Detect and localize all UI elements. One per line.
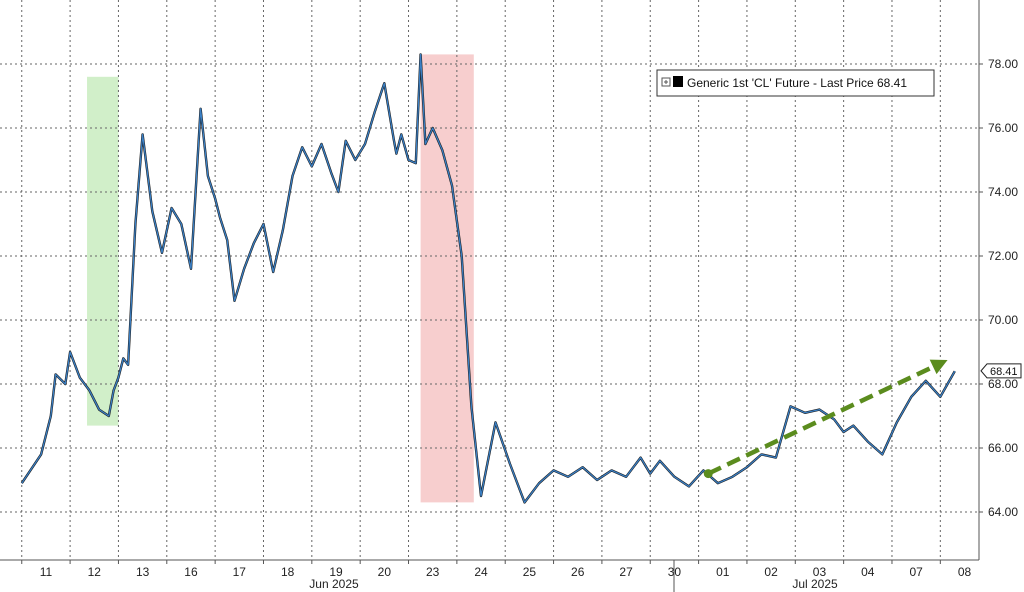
y-tick-label-78.00: 78.00: [988, 57, 1018, 71]
trend-arrow: [703, 359, 948, 479]
x-tick-label-16: 16: [184, 565, 198, 579]
y-tick-label-66.00: 66.00: [988, 441, 1018, 455]
legend: Generic 1st 'CL' Future - Last Price 68.…: [656, 69, 935, 97]
x-tick-label-25: 25: [523, 565, 537, 579]
last-price-tag: 68.41: [980, 363, 1022, 379]
x-tick-labels: 11 12 13 16 17 18 19 20 23 24 25 26 27 30 01 02 03 04 07 08: [21, 560, 972, 579]
axes: [0, 0, 980, 561]
x-tick-label-08: 08: [958, 565, 972, 579]
last-price-marker: [980, 363, 1022, 379]
x-tick-label-27: 27: [619, 565, 633, 579]
month-label-jun: Jun 2025: [309, 577, 359, 591]
x-tick-label-30: 30: [668, 565, 682, 579]
x-tick-label-18: 18: [281, 565, 295, 579]
x-tick-label-07: 07: [909, 565, 923, 579]
y-tick-label-74.00: 74.00: [988, 185, 1018, 199]
legend-box: [656, 69, 935, 97]
price-series: [20, 53, 956, 504]
month-label-jul: Jul 2025: [792, 577, 838, 591]
x-tick-label-03: 03: [813, 565, 827, 579]
trend-arrow-head: [929, 359, 948, 375]
y-tick-labels: 64.00 66.00 68.00 70.00 72.00 74.00 76.00 78.00: [979, 57, 1018, 519]
legend-swatch: [673, 76, 683, 87]
month-labels: Jun 2025 Jul 2025: [309, 560, 838, 592]
x-tick-label-11: 11: [40, 565, 53, 579]
shaded-regions: [87, 54, 474, 503]
series-line-shadow: [20, 53, 956, 504]
x-tick-label-24: 24: [474, 565, 488, 579]
x-tick-label-26: 26: [571, 565, 585, 579]
x-tick-label-12: 12: [88, 565, 102, 579]
x-tick-label-23: 23: [426, 565, 440, 579]
x-tick-label-02: 02: [764, 565, 778, 579]
y-tick-label-72.00: 72.00: [988, 249, 1018, 263]
x-tick-label-04: 04: [861, 565, 875, 579]
x-tick-label-20: 20: [378, 565, 392, 579]
x-tick-label-13: 13: [136, 565, 150, 579]
gridlines: [0, 0, 979, 560]
legend-entry: Generic 1st 'CL' Future - Last Price 68.…: [687, 76, 907, 90]
y-tick-label-70.00: 70.00: [988, 313, 1018, 327]
y-tick-label-64.00: 64.00: [988, 505, 1018, 519]
series-line: [21, 53, 956, 504]
last-price-label: 68.41: [990, 366, 1018, 378]
shaded-region-1: [87, 76, 119, 426]
shaded-region-2: [420, 54, 474, 503]
y-tick-label-68.00: 68.00: [988, 377, 1018, 391]
x-tick-label-17: 17: [233, 565, 247, 579]
x-tick-label-01: 01: [716, 565, 730, 579]
y-tick-label-76.00: 76.00: [988, 121, 1018, 135]
x-tick-label-19: 19: [329, 565, 343, 579]
